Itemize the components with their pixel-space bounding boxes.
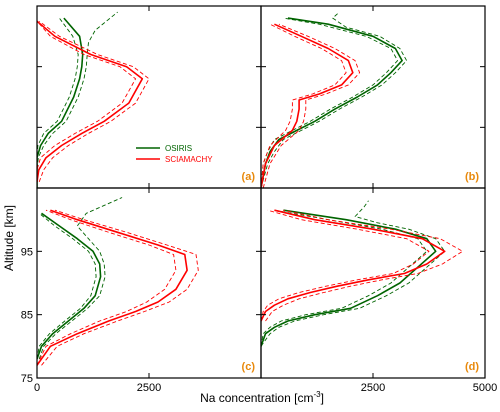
panel-b-sciamachy-dashed-line-5 xyxy=(261,23,347,188)
panel-b-sciamachy-dashed-line-4 xyxy=(262,23,361,188)
panel-b-osiris-dashed-line-1 xyxy=(261,11,408,188)
panel-c-ytick-label-1: 85 xyxy=(21,310,33,322)
panel-d-label: (d) xyxy=(465,361,479,373)
panel-c-sciamachy-dashed-line-4 xyxy=(41,209,199,366)
panel-c: 75 85 95 0 2500 (c) xyxy=(21,187,262,394)
panel-d: 2500 5000 (d) xyxy=(260,187,497,394)
panel-d-xtick-label-0: 2500 xyxy=(361,382,385,394)
legend: OSIRIS SCIAMACHY xyxy=(136,144,213,164)
panel-d-sciamachy-solid-line-3 xyxy=(261,209,446,322)
panel-c-xtick-label-1: 2500 xyxy=(137,382,161,394)
legend-label-osiris: OSIRIS xyxy=(165,144,192,153)
panel-c-sciamachy-solid-line-3 xyxy=(37,209,188,366)
panel-c-sciamachy-dashed-line-5 xyxy=(37,209,177,366)
panel-a-sciamachy-dashed-line-5 xyxy=(37,20,137,182)
panel-c-xtick-label-0: 0 xyxy=(34,382,40,394)
panel-d-xtick-label-1: 5000 xyxy=(473,382,497,394)
x-axis-label-tail: ] xyxy=(321,391,324,405)
panel-a-osiris-dashed-line-2 xyxy=(37,17,79,188)
x-axis-label: Na concentration [cm-3] xyxy=(200,390,324,405)
panel-a-frame xyxy=(36,5,262,189)
panel-c-label: (c) xyxy=(242,361,256,373)
panel-c-ytick-label-2: 95 xyxy=(21,246,33,258)
legend-label-sciamachy: SCIAMACHY xyxy=(165,155,213,164)
panel-c-osiris-solid-line-0 xyxy=(37,212,102,360)
panel-d-frame xyxy=(260,187,486,379)
panel-b-label: (b) xyxy=(465,171,479,183)
panel-c-osiris-dashed-line-2 xyxy=(37,212,97,360)
panel-d-osiris-dashed-line-2 xyxy=(261,209,428,347)
panel-d-sciamachy-dashed-line-5 xyxy=(261,209,430,322)
x-axis-label-main: Na concentration [cm xyxy=(200,391,313,405)
panel-a-sciamachy-dashed-line-4 xyxy=(38,20,150,183)
panel-a-sciamachy-solid-line-3 xyxy=(37,20,144,183)
panel-c-ytick-label-0: 75 xyxy=(21,373,33,385)
panel-a-osiris-dashed-line-1 xyxy=(37,11,118,188)
panel-b: (b) xyxy=(260,5,486,189)
panel-d-osiris-dashed-line-1 xyxy=(261,200,446,347)
x-axis-label-superscript: -3 xyxy=(313,390,321,399)
panel-a-osiris-solid-line-0 xyxy=(37,17,84,188)
panel-b-osiris-dashed-line-2 xyxy=(261,17,399,188)
panel-a: (a) OSIRIS SCIAMACHY xyxy=(36,5,262,189)
panel-a-label: (a) xyxy=(242,171,256,183)
panel-d-osiris-solid-line-0 xyxy=(261,209,437,347)
panel-d-sciamachy-dashed-line-4 xyxy=(265,209,464,322)
panel-b-sciamachy-solid-line-3 xyxy=(261,23,354,188)
y-axis-label: Altitude [km] xyxy=(2,205,16,271)
